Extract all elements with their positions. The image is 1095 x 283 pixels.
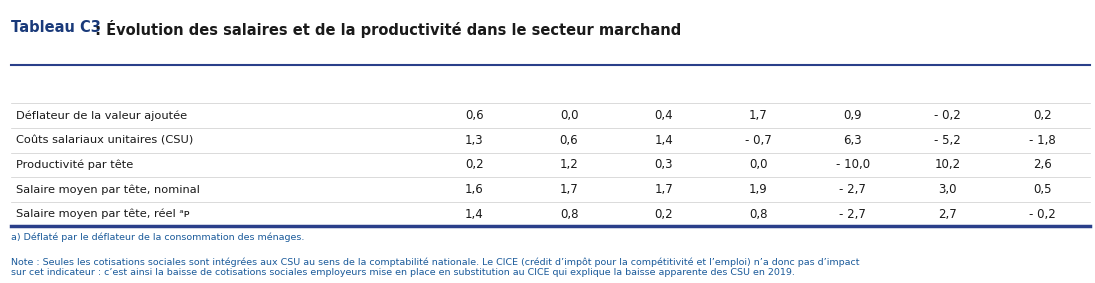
Text: 0,4: 0,4 [655, 109, 673, 122]
Text: 1,4: 1,4 [465, 208, 484, 220]
Text: 1,7: 1,7 [749, 109, 768, 122]
Text: 0,2: 0,2 [465, 158, 484, 171]
Text: 0,3: 0,3 [655, 158, 673, 171]
Text: Salaire moyen par tête, nominal: Salaire moyen par tête, nominal [16, 184, 200, 195]
Text: - 0,2: - 0,2 [1029, 208, 1056, 220]
Text: 0,0: 0,0 [749, 158, 768, 171]
Text: a) Déflaté par le déflateur de la consommation des ménages.: a) Déflaté par le déflateur de la consom… [11, 232, 304, 242]
Text: 2022: 2022 [1025, 78, 1060, 91]
Text: Déflateur de la valeur ajoutée: Déflateur de la valeur ajoutée [16, 110, 187, 121]
Text: 2021: 2021 [930, 78, 965, 91]
Text: Productivité par tête: Productivité par tête [16, 160, 134, 170]
Text: 6,3: 6,3 [843, 134, 862, 147]
Text: 2019: 2019 [741, 78, 775, 91]
Text: Tableau C3: Tableau C3 [11, 20, 101, 35]
Text: 1,7: 1,7 [560, 183, 578, 196]
Text: Coûts salariaux unitaires (CSU): Coûts salariaux unitaires (CSU) [16, 135, 194, 145]
Text: - 2,7: - 2,7 [840, 208, 866, 220]
Text: 1,4: 1,4 [655, 134, 673, 147]
Text: 1,7: 1,7 [655, 183, 673, 196]
Text: - 0,7: - 0,7 [745, 134, 772, 147]
Text: - 5,2: - 5,2 [934, 134, 961, 147]
Text: 2020: 2020 [835, 78, 871, 91]
Text: 0,8: 0,8 [560, 208, 578, 220]
Text: 2018: 2018 [646, 78, 681, 91]
Text: 0,5: 0,5 [1033, 183, 1051, 196]
Text: 10,2: 10,2 [934, 158, 960, 171]
Text: : Évolution des salaires et de la productivité dans le secteur marchand: : Évolution des salaires et de la produc… [90, 20, 681, 38]
Text: - 0,2: - 0,2 [934, 109, 961, 122]
Text: 2016: 2016 [457, 78, 492, 91]
Text: 0,2: 0,2 [1033, 109, 1051, 122]
Text: 1,6: 1,6 [465, 183, 484, 196]
Text: 2,6: 2,6 [1033, 158, 1051, 171]
Text: 0,6: 0,6 [560, 134, 578, 147]
Text: - 2,7: - 2,7 [840, 183, 866, 196]
Text: 0,0: 0,0 [560, 109, 578, 122]
Text: Note : Seules les cotisations sociales sont intégrées aux CSU au sens de la comp: Note : Seules les cotisations sociales s… [11, 258, 860, 277]
Text: - 10,0: - 10,0 [835, 158, 871, 171]
Text: 0,9: 0,9 [843, 109, 862, 122]
Text: 1,9: 1,9 [749, 183, 768, 196]
Text: 2017: 2017 [552, 78, 587, 91]
Text: (en %, moyenne annuelle): (en %, moyenne annuelle) [16, 79, 153, 89]
Text: 0,8: 0,8 [749, 208, 768, 220]
Text: 0,2: 0,2 [655, 208, 673, 220]
Text: 0,6: 0,6 [465, 109, 484, 122]
Text: 2,7: 2,7 [938, 208, 957, 220]
Text: 1,2: 1,2 [560, 158, 578, 171]
Text: 1,3: 1,3 [465, 134, 484, 147]
Text: 3,0: 3,0 [938, 183, 957, 196]
Text: - 1,8: - 1,8 [1029, 134, 1056, 147]
Text: Salaire moyen par tête, réel ᵃᴩ: Salaire moyen par tête, réel ᵃᴩ [16, 209, 191, 219]
